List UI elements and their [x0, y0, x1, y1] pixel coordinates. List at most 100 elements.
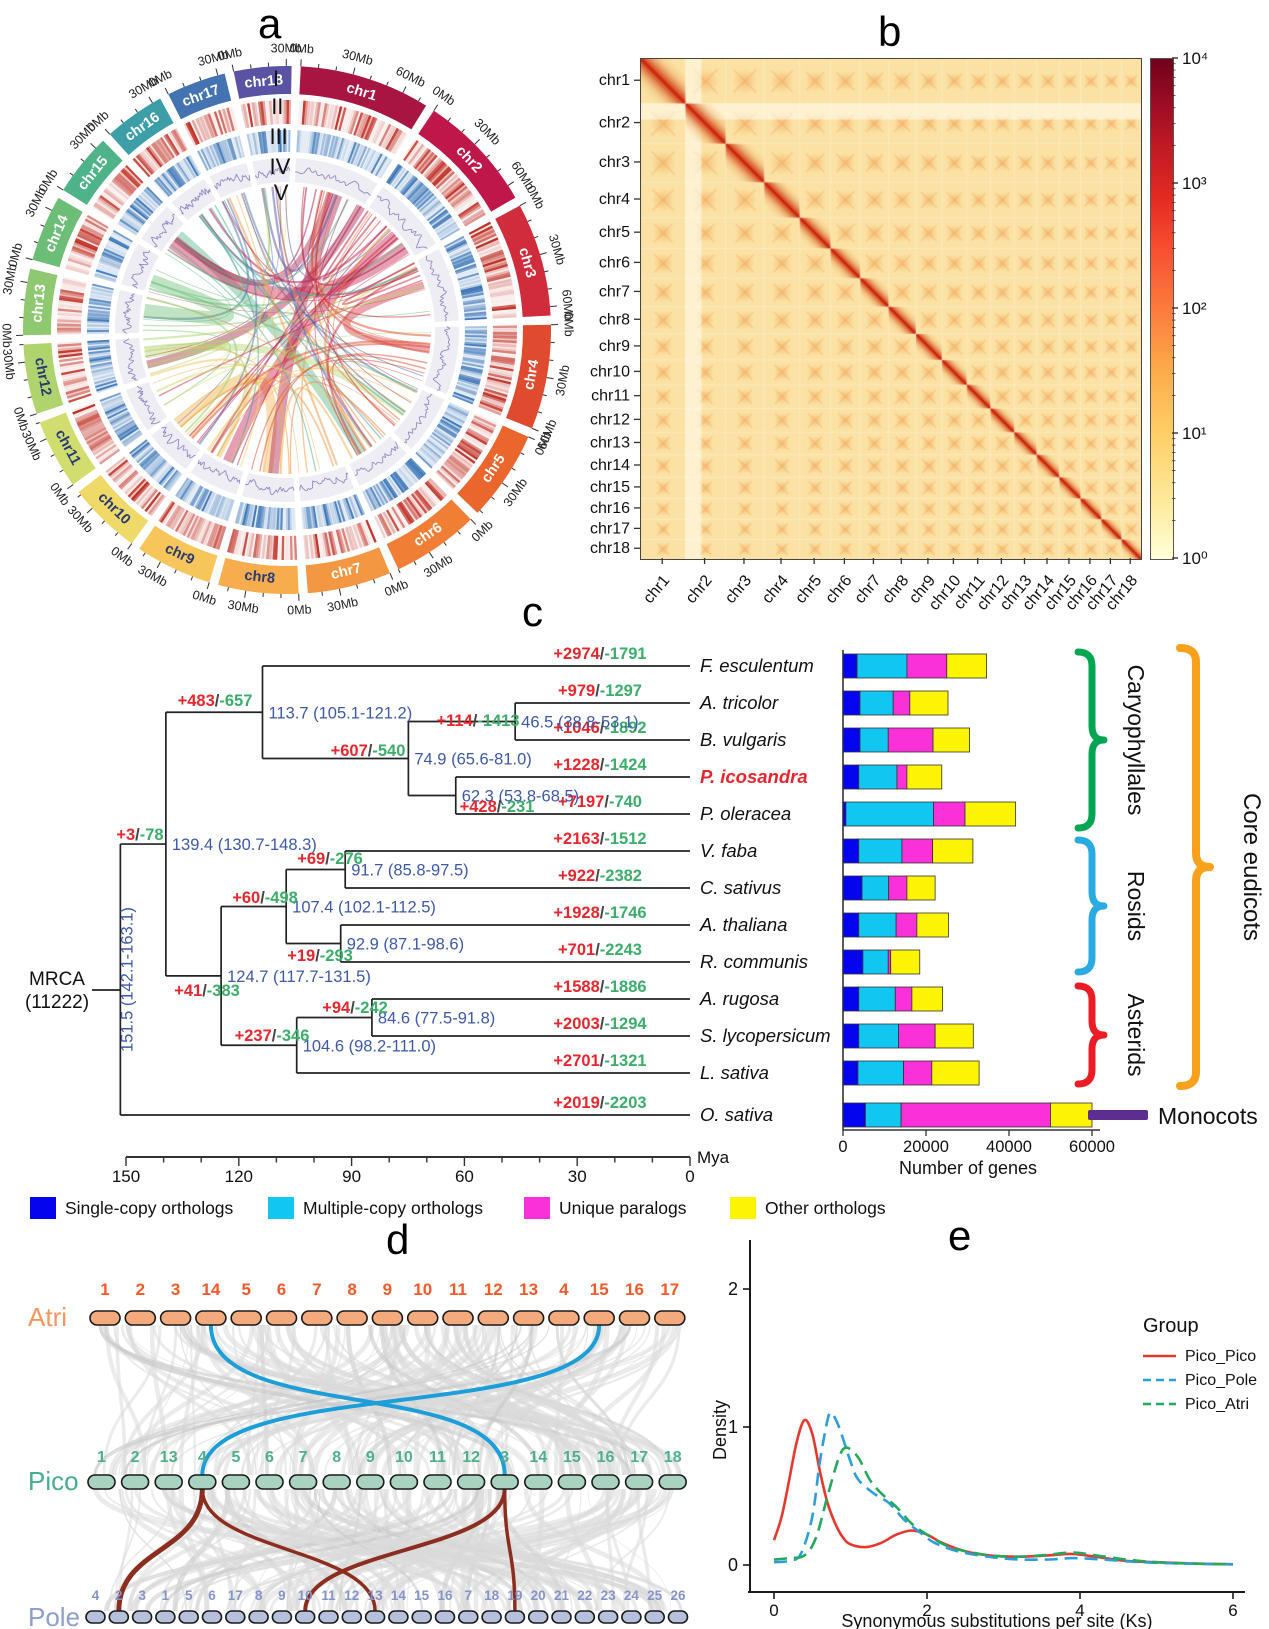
heat-seg-blue — [438, 224, 459, 238]
heat-seg-blue — [131, 441, 150, 458]
heat-seg-blue — [450, 251, 472, 262]
heat-seg-blue — [236, 136, 244, 158]
synteny-chr-number: 1 — [162, 1588, 170, 1603]
heat-seg-red — [383, 126, 398, 150]
hic-col-label: chr7 — [852, 572, 885, 607]
heat-seg-blue — [387, 164, 402, 185]
heat-seg-blue — [87, 316, 110, 321]
heat-seg-red — [309, 101, 315, 126]
heat-seg-blue — [122, 214, 142, 229]
heat-seg-red — [78, 230, 102, 243]
bar-segment — [858, 764, 898, 790]
circos-ring-label: V — [274, 180, 289, 205]
heat-seg-blue — [463, 348, 486, 353]
heat-seg-blue — [187, 484, 201, 505]
heat-seg-blue — [87, 318, 110, 322]
hic-col-label: chr6 — [822, 572, 855, 607]
heat-seg-blue — [375, 483, 389, 504]
heat-seg-red — [489, 287, 514, 294]
heat-seg-blue — [274, 507, 278, 530]
heat-seg-blue — [168, 167, 184, 187]
hic-row-label: chr5 — [599, 224, 630, 241]
species-name: S. lycopersicum — [700, 1025, 831, 1046]
heat-seg-red — [57, 348, 83, 354]
heat-seg-red — [409, 494, 426, 516]
heat-seg-blue — [200, 148, 212, 170]
heat-seg-red — [490, 295, 515, 302]
species-name: A. thaliana — [699, 914, 787, 935]
heat-seg-blue — [462, 360, 485, 367]
heat-seg-red — [242, 103, 250, 128]
heat-seg-red — [340, 107, 349, 132]
synteny-capsule — [548, 1310, 580, 1326]
mb-tick — [335, 66, 338, 71]
heat-seg-blue — [95, 271, 117, 280]
heat-seg-red — [252, 533, 259, 558]
heat-seg-blue — [88, 300, 112, 306]
synteny-ribbon — [224, 1488, 554, 1612]
synteny-chr-number: 25 — [647, 1588, 663, 1603]
heat-seg-red — [452, 192, 473, 209]
synteny-chord — [251, 358, 425, 470]
heat-seg-red — [194, 518, 207, 542]
heat-seg-red — [174, 509, 189, 532]
heat-seg-blue — [88, 349, 111, 355]
heat-seg-blue — [273, 130, 277, 153]
heat-seg-red — [363, 520, 375, 544]
hic-col-label: chr1 — [640, 572, 673, 607]
line-ring-trace — [425, 255, 449, 322]
mrca-label: MRCA — [29, 969, 85, 990]
heat-seg-red — [67, 260, 91, 270]
heat-seg-blue — [161, 468, 177, 488]
heat-seg-blue — [428, 209, 448, 224]
heat-seg-red — [264, 100, 270, 125]
heat-seg-blue — [103, 400, 125, 411]
heat-seg-red — [86, 214, 109, 229]
legend-label: Unique paralogs — [559, 1197, 687, 1218]
heat-seg-red — [171, 507, 186, 530]
bar-segment — [931, 1060, 980, 1086]
heat-seg-blue — [149, 459, 167, 478]
hic-row-label: chr17 — [590, 520, 630, 537]
synteny-chr-number: 15 — [414, 1588, 430, 1603]
heat-seg-red — [85, 428, 108, 443]
synteny-chr-number: 8 — [255, 1588, 263, 1603]
clade-brace — [1176, 644, 1214, 1090]
heat-seg-blue — [176, 162, 191, 182]
synteny-chr-number: 16 — [437, 1588, 453, 1603]
heat-seg-red — [355, 112, 366, 137]
heat-seg-blue — [284, 129, 287, 153]
synteny-chord — [175, 199, 349, 285]
heat-seg-red — [378, 123, 392, 147]
heat-seg-red — [140, 489, 158, 510]
heat-seg-red — [328, 531, 336, 556]
heat-seg-blue — [253, 505, 259, 528]
heat-seg-red — [120, 169, 140, 188]
mb-tick — [527, 219, 532, 222]
heat-seg-blue — [381, 479, 395, 500]
colorbar-tick-label: 10⁴ — [1182, 49, 1208, 68]
heat-seg-blue — [101, 396, 123, 408]
heat-seg-red — [214, 525, 225, 550]
synteny-capsule — [265, 1310, 298, 1326]
synteny-capsule — [178, 1610, 199, 1624]
hic-row-label: chr9 — [599, 338, 630, 355]
heat-seg-red — [57, 310, 82, 315]
heat-seg-blue — [462, 358, 485, 365]
heat-seg-red — [420, 154, 438, 175]
heat-seg-blue — [353, 144, 364, 166]
heat-seg-red — [354, 523, 365, 548]
heat-seg-red — [230, 106, 239, 131]
synteny-capsule — [457, 1610, 479, 1624]
heat-seg-red — [92, 205, 114, 221]
mb-tick — [389, 572, 394, 580]
node-gain-loss: +607/-540 — [331, 742, 406, 760]
heat-seg-red — [99, 448, 121, 465]
synteny-capsule — [288, 1474, 318, 1490]
synteny-ribbon — [413, 1324, 431, 1476]
synteny-chord — [156, 363, 371, 449]
heat-seg-blue — [374, 484, 387, 505]
heat-seg-red — [479, 401, 503, 412]
heat-seg-blue — [433, 216, 454, 231]
